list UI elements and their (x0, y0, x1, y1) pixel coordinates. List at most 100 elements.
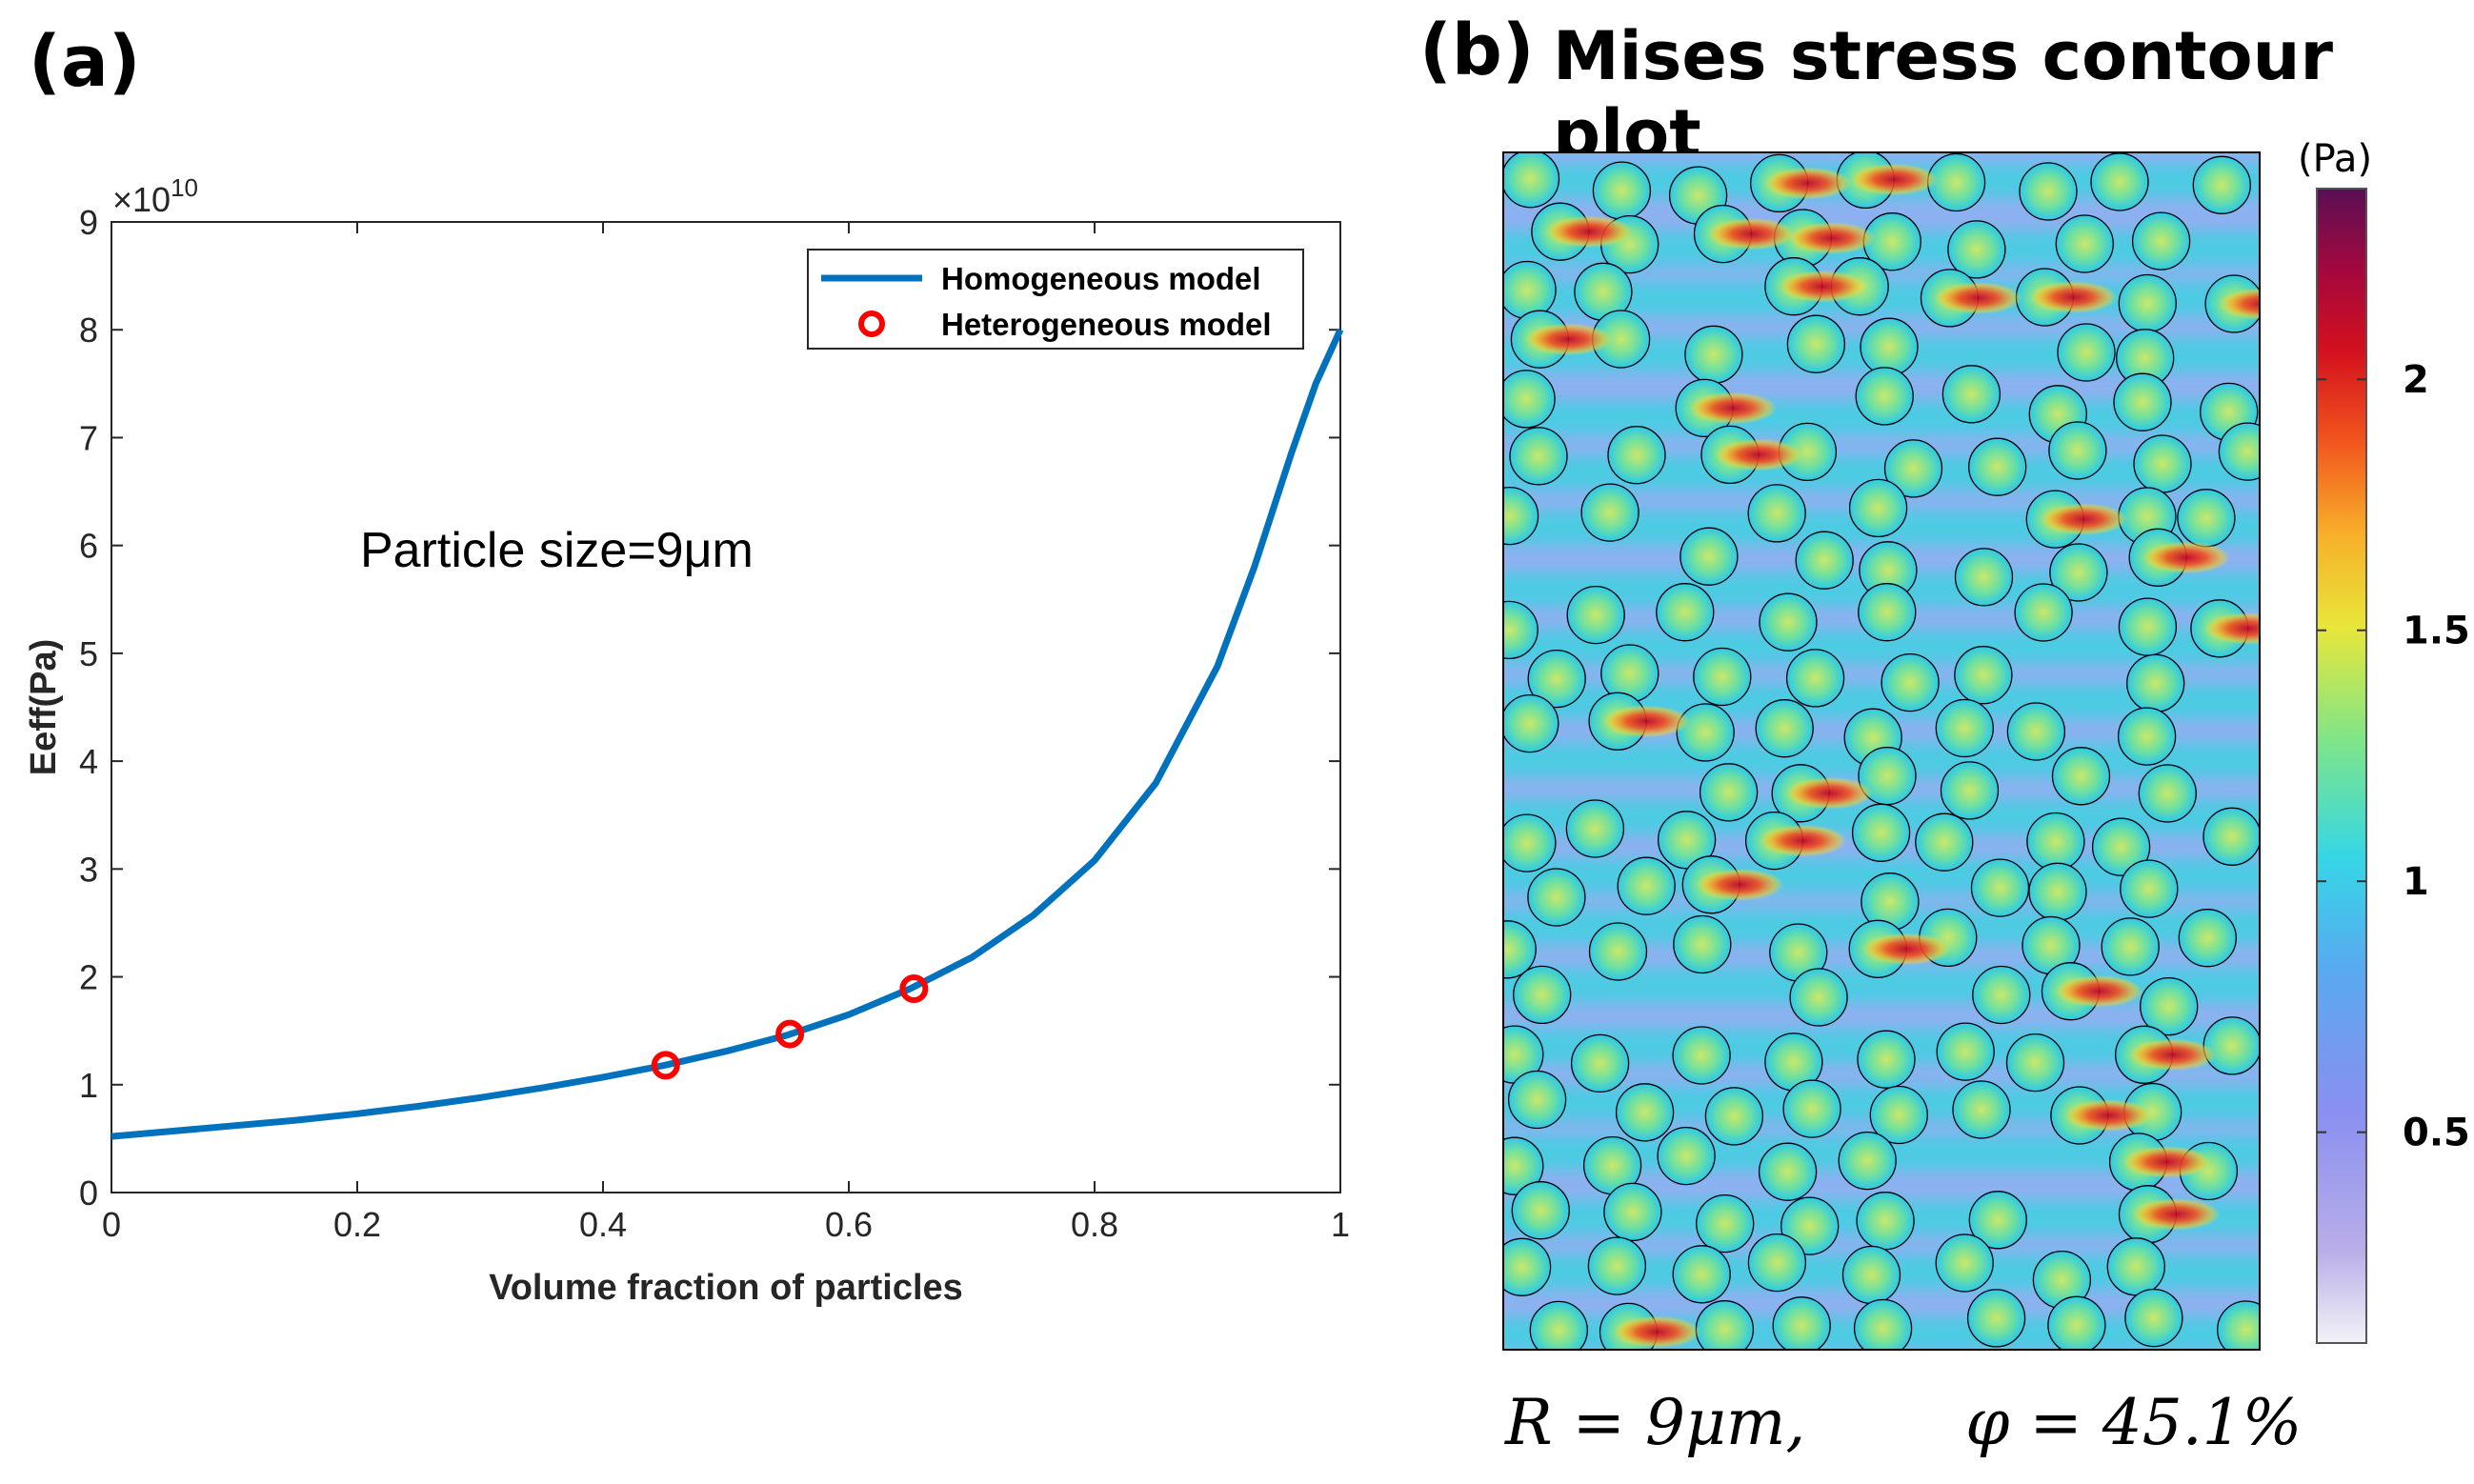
stress-band (1503, 572, 2260, 608)
particle (1513, 965, 1572, 1025)
colorbar (2316, 188, 2367, 1344)
stress-band (1503, 743, 2260, 778)
colorbar-ticks: 0.5 1 1.5 2 (2317, 358, 2470, 1155)
particle (1941, 365, 2001, 424)
chart-a-series (111, 328, 1344, 1140)
particle (1527, 649, 1586, 709)
particle (1587, 1236, 1647, 1295)
stress-band (1503, 400, 2260, 435)
particle (1838, 1131, 1897, 1191)
particle (1970, 858, 2030, 917)
particle (1778, 422, 1838, 482)
particle (1920, 269, 1980, 328)
particle (1848, 478, 1908, 538)
particle (1883, 439, 1943, 498)
x-tick-label: 0.8 (1071, 1205, 1118, 1244)
particle (1672, 1026, 1731, 1085)
x-tick-label: 0 (102, 1205, 121, 1244)
particle (1676, 703, 1735, 762)
particle (1744, 811, 1804, 871)
particle (2138, 764, 2197, 823)
stress-hotspot (2055, 974, 2143, 1008)
stress-band (1503, 1029, 2260, 1064)
plot-area (111, 221, 1341, 1193)
homogeneous-model-line (111, 328, 1344, 1140)
particle (2128, 528, 2187, 587)
particle (2051, 747, 2111, 806)
stress-band (1503, 455, 2260, 491)
particle (1607, 426, 1666, 485)
particle (2177, 489, 2236, 548)
particle (1935, 698, 1994, 758)
particle (2190, 599, 2249, 658)
particle (2032, 1250, 2092, 1310)
particle (1785, 649, 1845, 708)
particle (1919, 908, 1978, 968)
exponent-power: 10 (171, 173, 198, 202)
particle (1510, 310, 1570, 369)
stress-hotspot (2063, 1099, 2152, 1132)
particle (2202, 1016, 2260, 1075)
particle (1881, 652, 1940, 712)
particle (1657, 811, 1717, 870)
particle (1531, 202, 1590, 261)
stress-hotspot (2029, 281, 2118, 313)
stress-hotspot (2128, 1038, 2217, 1072)
chart-a-ticks: 0 0.2 0.4 0.6 0.8 1 0 1 2 3 4 5 6 7 8 9 (79, 203, 1350, 1244)
stress-hotspot (1715, 438, 1802, 471)
particle (1935, 1233, 1994, 1293)
y-tick-label: 6 (79, 527, 98, 566)
particle (1507, 1070, 1567, 1130)
particle (1684, 325, 1743, 384)
stress-hotspot (1696, 868, 1784, 901)
stress-hotspot (2142, 541, 2231, 574)
particle (2204, 274, 2260, 333)
stress-hotspot (1862, 933, 1951, 966)
particle (1565, 799, 1625, 858)
particle (1695, 1300, 1755, 1350)
x-tick-label: 0.2 (333, 1205, 381, 1244)
particle (1859, 541, 1918, 600)
particle (2131, 211, 2191, 271)
particle (1503, 486, 1539, 546)
colorbar-tick-label: 0.5 (2403, 1112, 2470, 1155)
stress-hotspot (2219, 288, 2260, 320)
particle (1771, 764, 1830, 823)
particle (1574, 262, 1633, 321)
stress-band (1503, 968, 2260, 1003)
particle (2015, 268, 2075, 327)
particle (2123, 1082, 2182, 1142)
particle (1699, 763, 1759, 822)
particle (1615, 1083, 1675, 1142)
particle (1617, 856, 1676, 915)
colorbar-tick-label: 1 (2403, 860, 2429, 904)
particle (2178, 909, 2237, 968)
particle (1681, 855, 1740, 914)
y-tick-label: 4 (79, 742, 98, 781)
y-axis-exponent: ×1010 (112, 173, 198, 219)
field-background (1503, 152, 2260, 1350)
particle (1759, 592, 1818, 652)
particle (1968, 437, 2027, 496)
particle (1668, 166, 1728, 225)
particle (1747, 484, 1806, 543)
particle (1772, 1296, 1831, 1350)
stress-hotspot (1544, 215, 1633, 249)
stress-hotspot (1524, 323, 1613, 356)
particle (1503, 693, 1559, 753)
particle (2117, 707, 2177, 766)
particle (1861, 872, 1920, 932)
particle (1769, 923, 1828, 982)
particle (1503, 152, 1560, 209)
stress-band (1503, 1086, 2260, 1121)
panel-a-label: (a) (29, 21, 141, 103)
particle (2049, 543, 2108, 602)
particle (1599, 1302, 1659, 1350)
particle (1786, 314, 1846, 373)
particle (1853, 1298, 1913, 1350)
stress-band (1503, 1254, 2260, 1290)
particle (1915, 812, 1974, 872)
particle (1968, 1191, 2027, 1250)
stress-concentrations (1524, 163, 2260, 1349)
y-tick-label: 5 (79, 634, 98, 673)
